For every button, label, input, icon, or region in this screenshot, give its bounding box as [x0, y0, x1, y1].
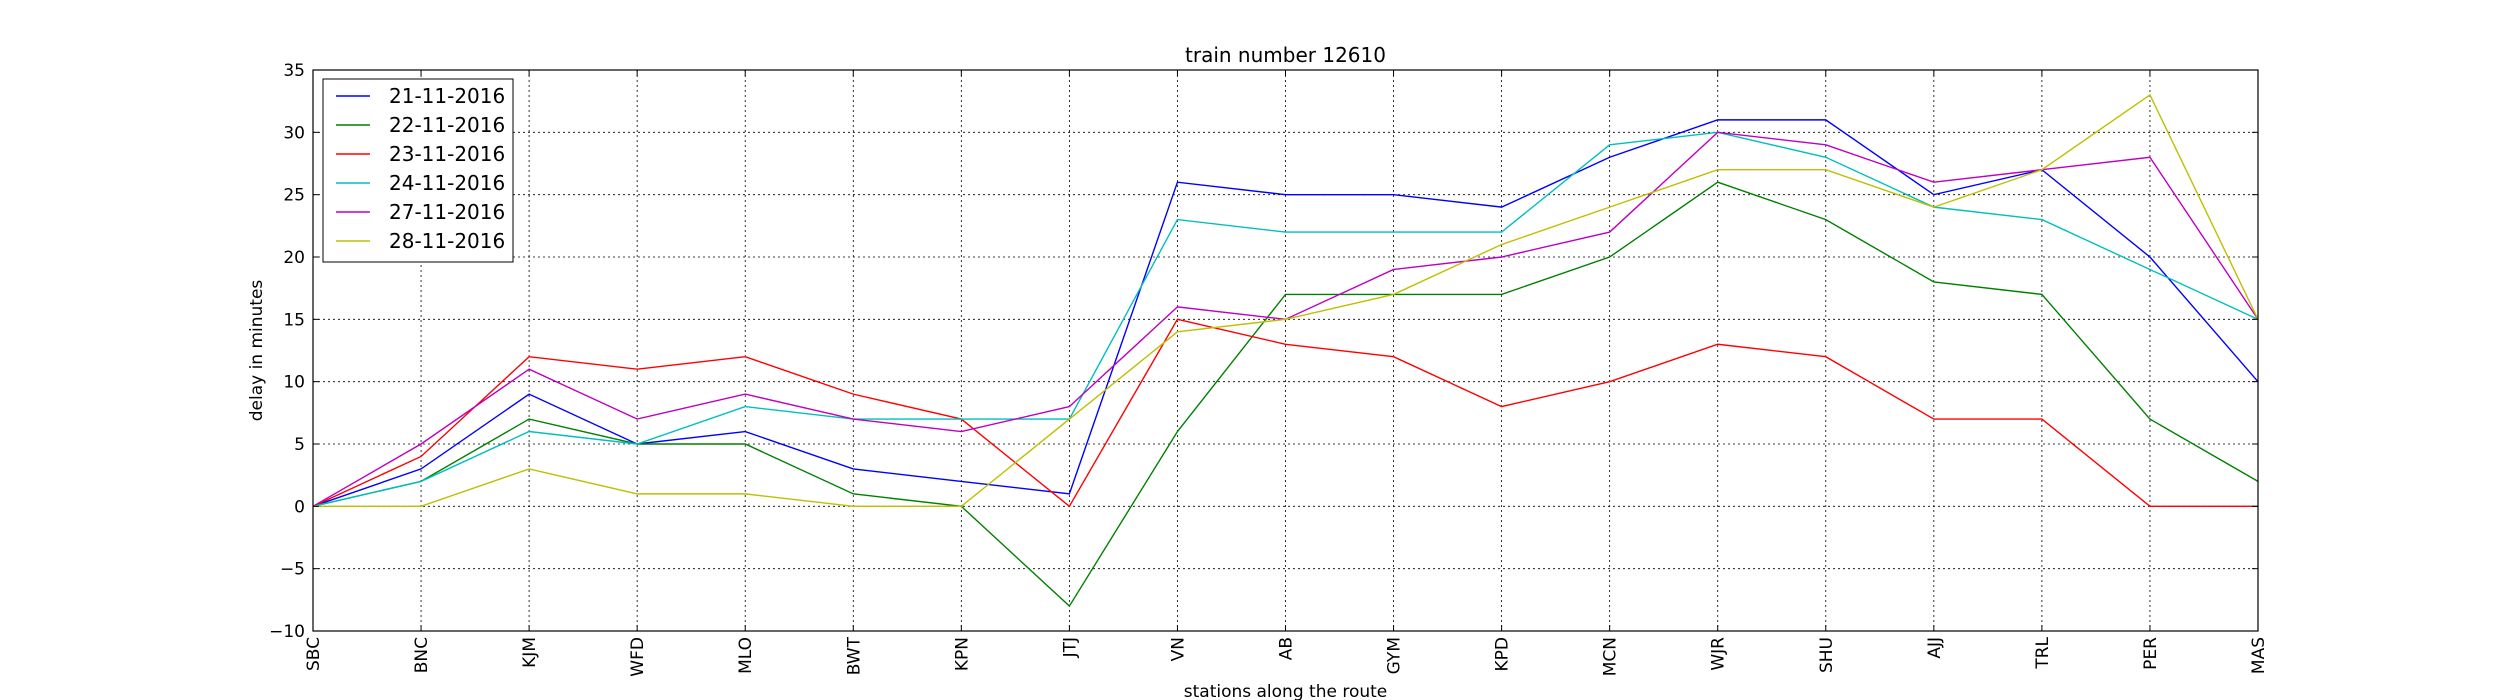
y-tick-label: 30 [283, 123, 305, 143]
y-tick-label: 0 [294, 497, 305, 517]
axis-ticks [312, 69, 2259, 632]
x-tick-label: AJJ [1925, 637, 1945, 659]
x-tick-label: GYM [1385, 637, 1405, 674]
x-tick-label: JTJ [1060, 637, 1080, 658]
x-tick-label: TRL [2033, 636, 2053, 669]
x-tick-label: KPN [952, 637, 972, 671]
x-tick-label: SHU [1817, 637, 1837, 673]
y-tick-label: 5 [294, 435, 305, 455]
series-line-3 [312, 318, 2258, 508]
series-layer [312, 93, 2259, 608]
legend-label-2: 22-11-2016 [389, 113, 505, 137]
legend-label-4: 24-11-2016 [389, 171, 505, 195]
x-tick-label: WJR [1709, 637, 1729, 671]
x-tick-label: BWT [844, 636, 864, 675]
legend-label-6: 28-11-2016 [389, 229, 505, 253]
x-tick-label: MAS [2249, 637, 2269, 674]
y-tick-label: −5 [280, 560, 305, 580]
chart-title: train number 12610 [1185, 43, 1386, 67]
x-tick-label: MLO [736, 637, 756, 674]
x-tick-label: SBC [304, 637, 324, 671]
y-tick-label: −10 [269, 622, 305, 642]
y-tick-label: 10 [283, 373, 305, 393]
y-tick-label: 35 [283, 61, 305, 81]
x-tick-label: KPD [1493, 637, 1513, 672]
y-tick-label: 15 [283, 310, 305, 330]
y-tick-label: 20 [283, 248, 305, 268]
legend-label-3: 23-11-2016 [389, 142, 505, 166]
series-line-6 [313, 93, 2259, 508]
legend-label-1: 21-11-2016 [389, 84, 505, 108]
x-tick-label: MCN [1601, 637, 1621, 676]
legend: 21-11-2016 22-11-2016 23-11-2016 24-11-2016… [322, 78, 514, 263]
y-axis-label: delay in minutes [247, 280, 267, 422]
x-tick-label: KJM [520, 637, 540, 668]
x-tick-label: VN [1168, 637, 1188, 661]
x-tick-label: BNC [412, 637, 432, 673]
legend-frame [322, 78, 514, 263]
x-axis-label: stations along the route [1184, 682, 1388, 700]
legend-label-5: 27-11-2016 [389, 200, 505, 224]
y-tick-label: 25 [283, 186, 305, 206]
x-tick-label: AB [1277, 637, 1297, 660]
x-tick-label: WFD [628, 637, 648, 677]
x-tick-label: PER [2141, 637, 2161, 670]
tick-labels: SBC BNC KJM WFD MLO BWT KPN JTJ VN AB GYM KPD MCN WJR… [269, 61, 2269, 677]
